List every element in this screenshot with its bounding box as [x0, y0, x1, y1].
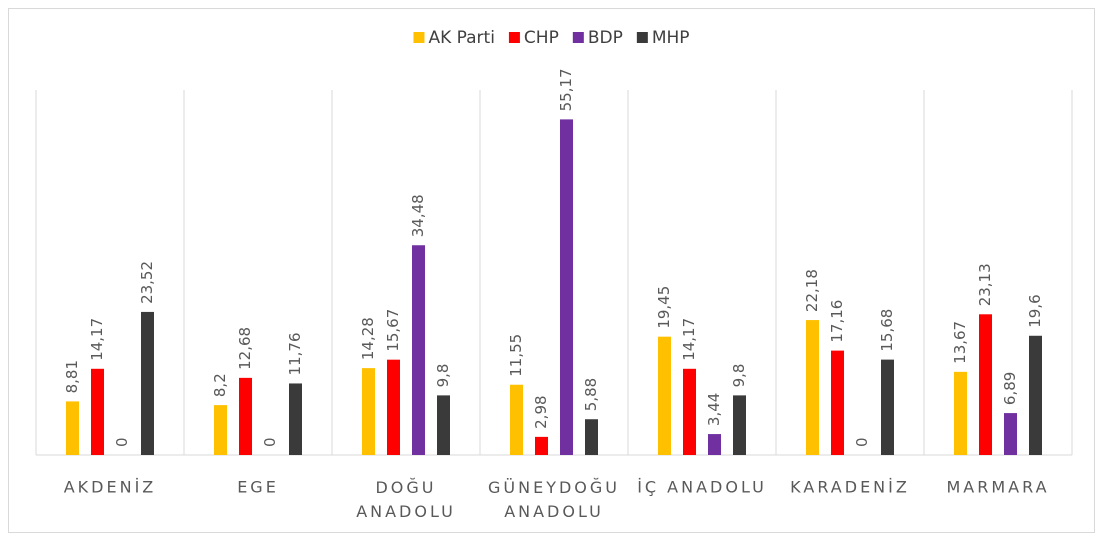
x-tick-label-line: ANADOLU [504, 502, 604, 521]
value-label: 0 [113, 437, 131, 447]
x-tick-label: AKDENİZ [64, 478, 157, 497]
bar [831, 350, 844, 455]
bar [1029, 335, 1042, 455]
value-label: 23,13 [976, 263, 994, 306]
value-label: 14,17 [88, 318, 106, 361]
bar [387, 359, 400, 455]
value-label: 22,18 [803, 269, 821, 312]
legend-swatch [572, 32, 584, 43]
bar [239, 377, 252, 455]
bar [1004, 413, 1017, 455]
legend-swatch [413, 32, 425, 43]
bar [214, 405, 227, 455]
bar [585, 419, 598, 455]
value-label: 8,81 [63, 360, 81, 393]
value-label: 6,89 [1001, 372, 1019, 405]
value-label: 12,68 [236, 327, 254, 370]
value-label: 19,45 [655, 286, 673, 329]
bar [412, 245, 425, 455]
legend-label: MHP [652, 28, 690, 48]
x-tick-label-line: GÜNEYDOĞU [488, 478, 620, 497]
bar [510, 384, 523, 455]
legend: AK Parti CHP BDP MHP [413, 28, 690, 48]
bar [141, 311, 154, 455]
bar [91, 368, 104, 455]
bar [954, 371, 967, 455]
value-label: 9,8 [434, 364, 452, 388]
bar [535, 436, 548, 455]
bar [66, 401, 79, 455]
value-label: 3,44 [705, 393, 723, 426]
bar [683, 368, 696, 455]
value-label: 9,8 [730, 364, 748, 388]
bar [658, 336, 671, 455]
value-label: 11,55 [507, 334, 525, 377]
legend-swatch [508, 32, 520, 43]
x-tick-label-line: ANADOLU [356, 502, 456, 521]
chart-border [8, 8, 1095, 533]
value-label: 34,48 [409, 194, 427, 237]
value-label: 13,67 [951, 321, 969, 364]
value-label: 55,17 [557, 68, 575, 111]
legend-label: CHP [524, 28, 559, 48]
legend-label: BDP [588, 28, 623, 48]
bar [733, 395, 746, 455]
bar [708, 434, 721, 455]
value-label: 14,28 [359, 317, 377, 360]
value-label: 11,76 [286, 333, 304, 376]
bar [560, 119, 573, 455]
x-tick-label: GÜNEYDOĞU ANADOLU [488, 478, 620, 521]
bar [806, 320, 819, 455]
value-label: 19,6 [1026, 294, 1044, 327]
value-label: 14,17 [680, 318, 698, 361]
x-tick-label: KARADENİZ [790, 478, 910, 497]
x-tick-label: İÇ ANADOLU [637, 478, 767, 497]
x-tick-label: DOĞU ANADOLU [356, 478, 456, 521]
x-tick-label: MARMARA [946, 478, 1049, 497]
bar [437, 395, 450, 455]
x-tick-label-line: DOĞU [375, 478, 436, 497]
value-label: 15,68 [878, 309, 896, 352]
value-label: 0 [853, 437, 871, 447]
value-label: 15,67 [384, 309, 402, 352]
x-tick-label: EGE [237, 478, 279, 497]
legend-swatch [636, 32, 648, 43]
bar [881, 359, 894, 455]
bar [362, 368, 375, 455]
value-label: 23,52 [138, 261, 156, 304]
value-label: 8,2 [211, 373, 229, 397]
legend-label: AK Parti [428, 28, 494, 48]
value-label: 2,98 [532, 395, 550, 428]
value-label: 0 [261, 437, 279, 447]
value-label: 17,16 [828, 300, 846, 343]
bar [979, 314, 992, 455]
value-label: 5,88 [582, 378, 600, 411]
bar [289, 383, 302, 455]
